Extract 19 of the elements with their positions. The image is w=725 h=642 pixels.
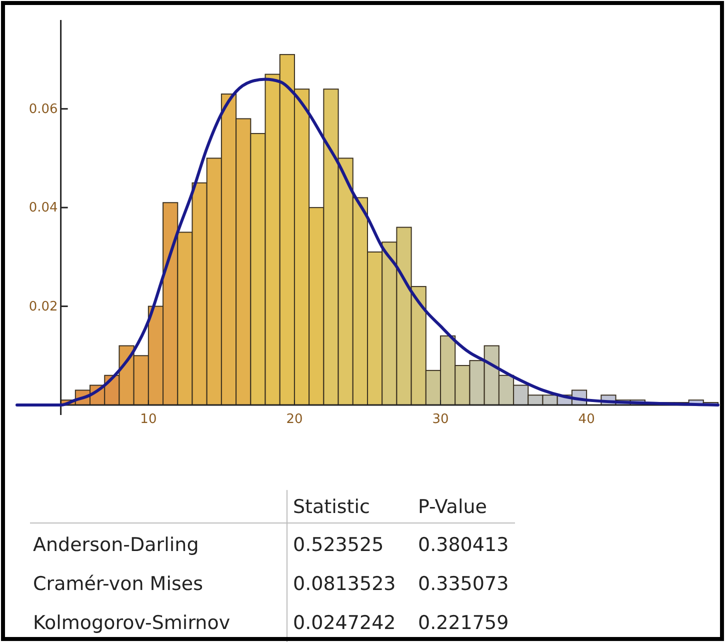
text: Statistic [293, 496, 370, 518]
x-tick-label: 30 [432, 412, 449, 427]
text: Kolmogorov-Smirnov [33, 612, 230, 634]
text: 0.380413 [418, 534, 509, 556]
text: 0.0247242 [293, 612, 396, 634]
y-tick-label: 0.02 [28, 299, 58, 314]
x-tick-label: 20 [286, 412, 303, 427]
line-series [16, 78, 720, 406]
x-tick-label: 40 [578, 412, 595, 427]
text: 0.523525 [293, 534, 384, 556]
text: Cramér-von Mises [33, 573, 203, 596]
y-tick-label: 0.06 [28, 102, 58, 118]
y-tick-label: 0.04 [28, 200, 58, 216]
text: 0.335073 [418, 573, 509, 596]
text: P-Value [418, 496, 487, 518]
text: Anderson-Darling [33, 534, 199, 556]
x-tick-label: 10 [140, 412, 157, 427]
text: 0.0813523 [293, 573, 396, 596]
text: 0.221759 [418, 612, 509, 634]
